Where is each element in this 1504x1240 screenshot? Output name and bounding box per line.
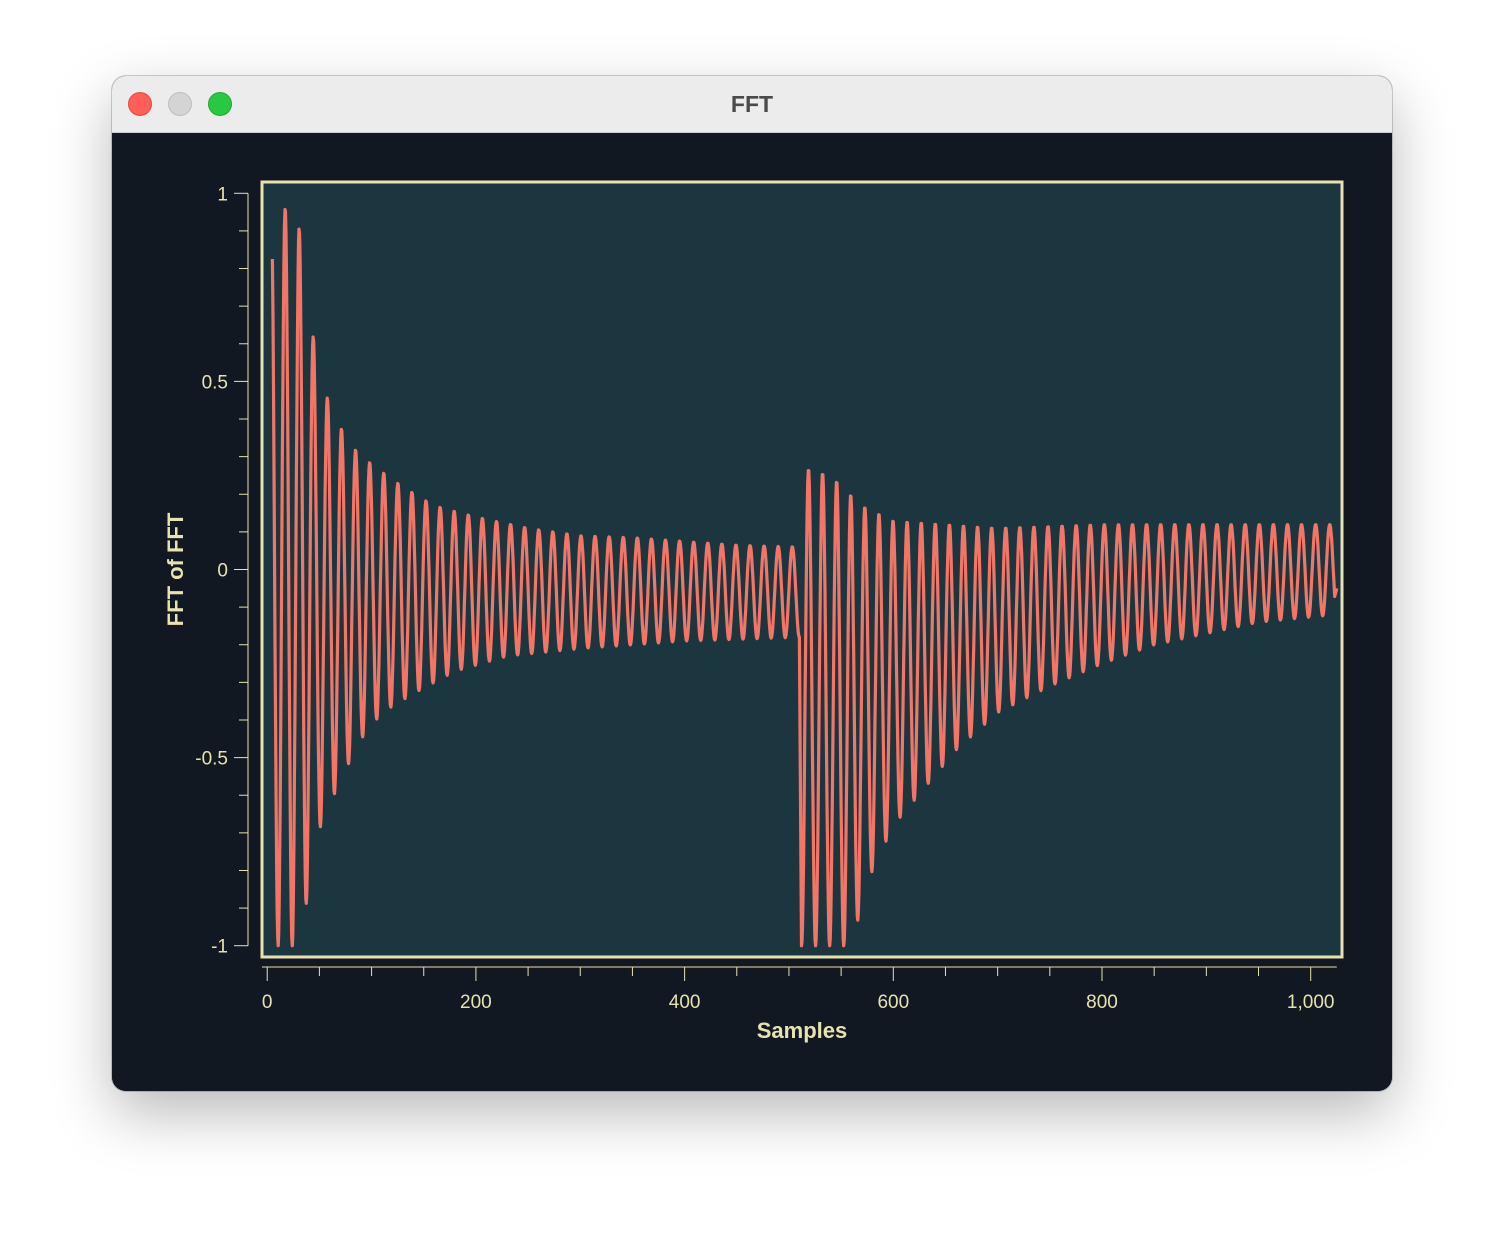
x-tick-label: 400: [669, 992, 701, 1013]
x-tick-label: 0: [262, 992, 273, 1013]
app-window: FFT 1 0.5 0 -0.5 -1 0 200 400 600 800 1,000 Samples…: [112, 76, 1392, 1091]
series-line: [270, 207, 1339, 948]
y-tick-label: -1: [211, 937, 228, 958]
window-title: FFT: [730, 91, 774, 117]
y-tick-label: 0.5: [202, 372, 228, 393]
close-button[interactable]: [128, 92, 152, 116]
chart-container: 1 0.5 0 -0.5 -1 0 200 400 600 800 1,000 Samples FFT …: [112, 133, 1392, 1091]
x-tick-label: 1,000: [1287, 992, 1335, 1013]
x-tick-label: 600: [877, 992, 909, 1013]
title-bar[interactable]: FFT: [112, 76, 1392, 133]
y-tick-label: 0: [217, 561, 228, 582]
plot-frame: [260, 180, 1344, 959]
y-tick-label: 1: [217, 184, 228, 205]
minimize-button[interactable]: [168, 92, 192, 116]
x-tick-label: 800: [1086, 992, 1118, 1013]
chart-svg: 1 0.5 0 -0.5 -1 0 200 400 600 800 1,000 Samples FFT …: [163, 180, 1344, 1043]
y-tick-label: -0.5: [195, 749, 228, 770]
x-axis-title: Samples: [757, 1018, 848, 1043]
x-tick-label: 200: [460, 992, 492, 1013]
zoom-button[interactable]: [208, 92, 232, 116]
y-axis-title: FFT of FFT: [163, 512, 188, 626]
